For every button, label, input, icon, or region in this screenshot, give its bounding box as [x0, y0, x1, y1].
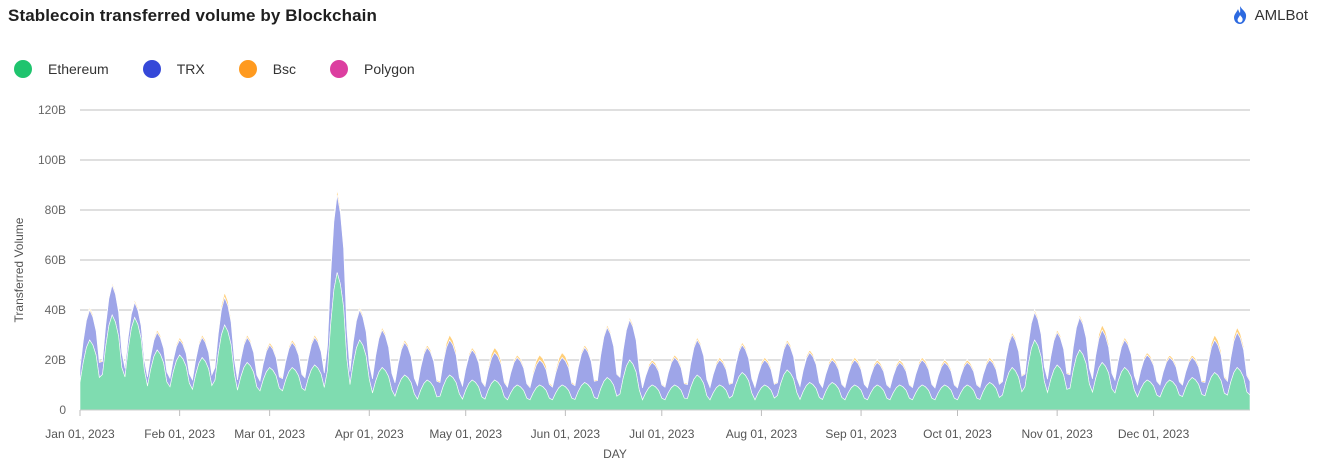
- legend-item-ethereum[interactable]: Ethereum: [14, 60, 109, 78]
- x-tick-label: Feb 01, 2023: [144, 427, 215, 441]
- legend-swatch-trx: [142, 60, 161, 78]
- y-tick-label: 40B: [45, 303, 66, 317]
- x-tick-label: Aug 01, 2023: [726, 427, 798, 441]
- y-axis-title: Transferred Volume: [12, 217, 26, 322]
- y-tick-label: 80B: [45, 203, 66, 217]
- stacked-area-chart: 0 20B 40B 60B 80B 100B 120B Jan 01, 2023 Feb 01,…: [12, 103, 1251, 461]
- x-tick-label: Sep 01, 2023: [825, 427, 897, 441]
- x-tick-label: Nov 01, 2023: [1021, 427, 1093, 441]
- x-tick-label: Jul 01, 2023: [629, 427, 695, 441]
- x-tick-label: Mar 01, 2023: [234, 427, 305, 441]
- x-tick-label: Apr 01, 2023: [335, 427, 404, 441]
- legend-label-polygon: Polygon: [364, 61, 415, 77]
- legend-label-trx: TRX: [176, 61, 205, 77]
- legend-label-ethereum: Ethereum: [48, 61, 109, 77]
- x-tick-label: Jan 01, 2023: [45, 427, 115, 441]
- legend-item-bsc[interactable]: Bsc: [238, 60, 297, 78]
- y-tick-label: 20B: [45, 353, 66, 367]
- legend-swatch-polygon: [330, 60, 349, 78]
- chart-title: Stablecoin transferred volume by Blockch…: [8, 6, 377, 25]
- legend-item-polygon[interactable]: Polygon: [330, 60, 415, 78]
- flame-logo-icon: [1233, 6, 1247, 24]
- x-tick-label: Oct 01, 2023: [923, 427, 992, 441]
- brand-name: AMLBot: [1254, 6, 1308, 24]
- chart-legend: Ethereum TRX Bsc Polygon: [14, 60, 449, 78]
- y-tick-label: 60B: [45, 253, 66, 267]
- legend-label-bsc: Bsc: [272, 61, 297, 77]
- x-axis-title: DAY: [603, 447, 627, 461]
- y-tick-label: 0: [59, 403, 66, 417]
- legend-swatch-ethereum: [14, 60, 32, 78]
- brand[interactable]: AMLBot: [1233, 6, 1308, 24]
- legend-swatch-bsc: [238, 60, 257, 78]
- x-tick-label: May 01, 2023: [429, 427, 502, 441]
- y-tick-label: 120B: [38, 103, 66, 117]
- x-tick-label: Jun 01, 2023: [531, 427, 601, 441]
- y-tick-label: 100B: [38, 153, 66, 167]
- legend-item-trx[interactable]: TRX: [142, 60, 205, 78]
- x-tick-label: Dec 01, 2023: [1118, 427, 1190, 441]
